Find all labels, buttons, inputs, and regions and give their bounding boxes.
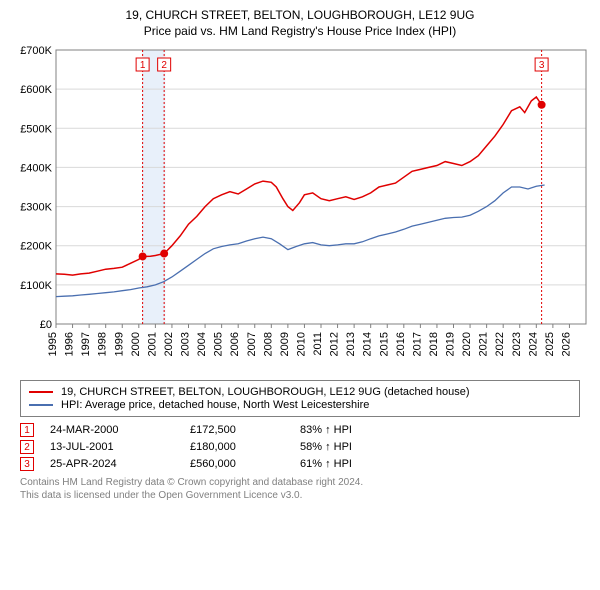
sale-price: £560,000: [190, 458, 300, 470]
chart-container: 19, CHURCH STREET, BELTON, LOUGHBOROUGH,…: [0, 0, 600, 506]
x-tick-label: 1997: [80, 332, 92, 356]
sale-date: 13-JUL-2001: [50, 441, 190, 453]
x-tick-label: 2009: [279, 332, 291, 356]
x-tick-label: 2015: [378, 332, 390, 356]
sales-row: 3 25-APR-2024£560,00061% ↑ HPI: [20, 457, 580, 471]
x-tick-label: 1996: [64, 332, 76, 356]
x-tick-label: 2008: [262, 332, 274, 356]
sale-marker-label: 1: [140, 60, 146, 71]
chart-title: 19, CHURCH STREET, BELTON, LOUGHBOROUGH,…: [10, 8, 590, 22]
sale-pct: 61% ↑ HPI: [300, 458, 400, 470]
x-tick-label: 2025: [544, 332, 556, 356]
sale-pct: 83% ↑ HPI: [300, 424, 400, 436]
sale-marker-box: 2: [20, 440, 34, 454]
x-tick-label: 2026: [560, 332, 572, 356]
x-tick-label: 2002: [163, 332, 175, 356]
footnote-line2: This data is licensed under the Open Gov…: [20, 490, 580, 503]
sale-date: 25-APR-2024: [50, 458, 190, 470]
y-tick-label: £0: [40, 319, 52, 331]
x-tick-label: 1999: [113, 332, 125, 356]
x-tick-label: 2019: [445, 332, 457, 356]
x-tick-label: 2014: [362, 332, 374, 356]
x-tick-label: 2022: [494, 332, 506, 356]
chart-area: £0 £100K £200K £300K £400K £500K £600K £700K 199…: [10, 44, 590, 374]
sale-marker-label: 2: [161, 60, 167, 71]
sale-date: 24-MAR-2000: [50, 424, 190, 436]
x-tick-label: 2011: [312, 332, 324, 356]
sales-row: 2 13-JUL-2001£180,00058% ↑ HPI: [20, 440, 580, 454]
x-tick-label: 2020: [461, 332, 473, 356]
x-tick-label: 2021: [478, 332, 490, 356]
y-tick-label: £500K: [20, 123, 52, 135]
sales-table: 1 24-MAR-2000£172,50083% ↑ HPI 2 13-JUL-200…: [20, 423, 580, 471]
legend-swatch: [29, 404, 53, 406]
sales-row: 1 24-MAR-2000£172,50083% ↑ HPI: [20, 423, 580, 437]
x-tick-label: 2004: [196, 332, 208, 356]
x-tick-label: 2005: [213, 332, 225, 356]
sale-price: £180,000: [190, 441, 300, 453]
legend-swatch: [29, 391, 53, 393]
line-chart-svg: £0 £100K £200K £300K £400K £500K £600K £700K 199…: [10, 44, 590, 374]
x-tick-label: 1998: [97, 332, 109, 356]
sale-pct: 58% ↑ HPI: [300, 441, 400, 453]
x-tick-label: 2013: [345, 332, 357, 356]
x-tick-label: 2003: [180, 332, 192, 356]
x-tick-label: 2000: [130, 332, 142, 356]
x-tick-label: 2023: [511, 332, 523, 356]
x-tick-label: 2017: [411, 332, 423, 356]
chart-subtitle: Price paid vs. HM Land Registry's House …: [10, 24, 590, 38]
x-tick-label: 2006: [229, 332, 241, 356]
sale-marker-box: 3: [20, 457, 34, 471]
y-tick-label: £700K: [20, 45, 52, 57]
y-tick-label: £100K: [20, 280, 52, 292]
y-tick-label: £300K: [20, 202, 52, 214]
x-tick-label: 2010: [295, 332, 307, 356]
legend-label: 19, CHURCH STREET, BELTON, LOUGHBOROUGH,…: [61, 386, 470, 398]
x-tick-label: 2007: [246, 332, 258, 356]
legend-item: 19, CHURCH STREET, BELTON, LOUGHBOROUGH,…: [29, 386, 571, 398]
footnote-line1: Contains HM Land Registry data © Crown c…: [20, 477, 580, 490]
legend-label: HPI: Average price, detached house, Nort…: [61, 399, 369, 411]
x-tick-label: 1995: [47, 332, 59, 356]
sale-marker-box: 1: [20, 423, 34, 437]
sale-price: £172,500: [190, 424, 300, 436]
x-tick-label: 2018: [428, 332, 440, 356]
x-tick-label: 2012: [329, 332, 341, 356]
y-tick-label: £400K: [20, 162, 52, 174]
legend: 19, CHURCH STREET, BELTON, LOUGHBOROUGH,…: [20, 380, 580, 417]
x-tick-label: 2001: [146, 332, 158, 356]
x-tick-label: 2016: [395, 332, 407, 356]
y-tick-label: £600K: [20, 84, 52, 96]
y-tick-label: £200K: [20, 241, 52, 253]
sale-marker-label: 3: [539, 60, 545, 71]
legend-item: HPI: Average price, detached house, Nort…: [29, 399, 571, 411]
x-tick-label: 2024: [527, 332, 539, 356]
footnote: Contains HM Land Registry data © Crown c…: [20, 477, 580, 502]
